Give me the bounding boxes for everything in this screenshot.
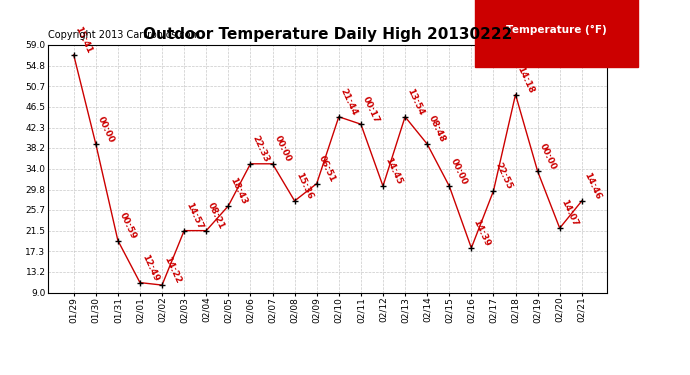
- Text: 15:41: 15:41: [74, 25, 94, 55]
- Text: 21:44: 21:44: [339, 87, 359, 117]
- Text: 08:21: 08:21: [206, 201, 226, 231]
- Text: 00:00: 00:00: [449, 157, 469, 186]
- Text: Temperature (°F): Temperature (°F): [506, 25, 607, 35]
- Text: 14:57: 14:57: [184, 201, 204, 231]
- Text: 22:33: 22:33: [250, 134, 270, 164]
- Text: 14:22: 14:22: [162, 255, 182, 285]
- Text: 18:43: 18:43: [228, 176, 248, 206]
- Text: 00:00: 00:00: [273, 135, 293, 164]
- Text: 14:18: 14:18: [515, 64, 536, 94]
- Text: Copyright 2013 Cartronics.com: Copyright 2013 Cartronics.com: [48, 30, 200, 40]
- Text: 12:49: 12:49: [140, 253, 160, 283]
- Text: 00:17: 00:17: [361, 94, 381, 124]
- Text: 14:07: 14:07: [560, 198, 580, 228]
- Text: 00:00: 00:00: [96, 115, 116, 144]
- Text: 06:51: 06:51: [317, 154, 337, 184]
- Text: 00:59: 00:59: [118, 211, 138, 240]
- Title: Outdoor Temperature Daily High 20130222: Outdoor Temperature Daily High 20130222: [143, 27, 513, 42]
- Text: 15:36: 15:36: [295, 171, 315, 201]
- Text: 08:48: 08:48: [427, 114, 447, 144]
- Text: 14:45: 14:45: [383, 156, 404, 186]
- Text: 14:46: 14:46: [582, 171, 602, 201]
- Text: 13:54: 13:54: [405, 87, 425, 117]
- Text: 22:55: 22:55: [493, 161, 513, 191]
- Text: 14:39: 14:39: [471, 218, 492, 248]
- Text: 00:00: 00:00: [538, 142, 558, 171]
